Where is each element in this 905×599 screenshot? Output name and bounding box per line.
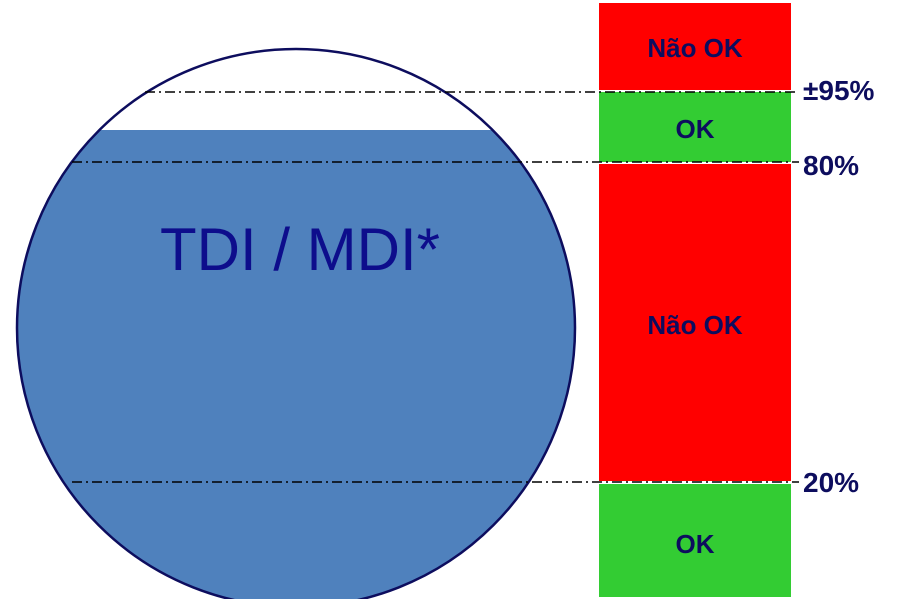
status-band-label: OK	[676, 529, 715, 559]
status-band-ok-upper	[599, 92, 791, 162]
status-band-label: Não OK	[647, 33, 743, 63]
status-band-label: Não OK	[647, 310, 743, 340]
status-bar: Não OK OK Não OK OK	[599, 3, 791, 597]
tank-label: TDI / MDI*	[160, 216, 440, 283]
threshold-lines	[72, 91, 799, 483]
threshold-label-95: ±95%	[803, 75, 875, 106]
status-band-not-ok-top	[599, 3, 791, 90]
threshold-label-80: 80%	[803, 150, 859, 181]
threshold-label-20: 20%	[803, 467, 859, 498]
status-band-ok-bottom	[599, 484, 791, 597]
threshold-labels: ±95% 80% 20%	[803, 75, 875, 498]
status-band-not-ok-middle	[599, 164, 791, 481]
status-band-label: OK	[676, 114, 715, 144]
tank-liquid	[17, 130, 575, 599]
tank-outline	[15, 47, 577, 599]
tank: TDI / MDI*	[15, 47, 577, 599]
